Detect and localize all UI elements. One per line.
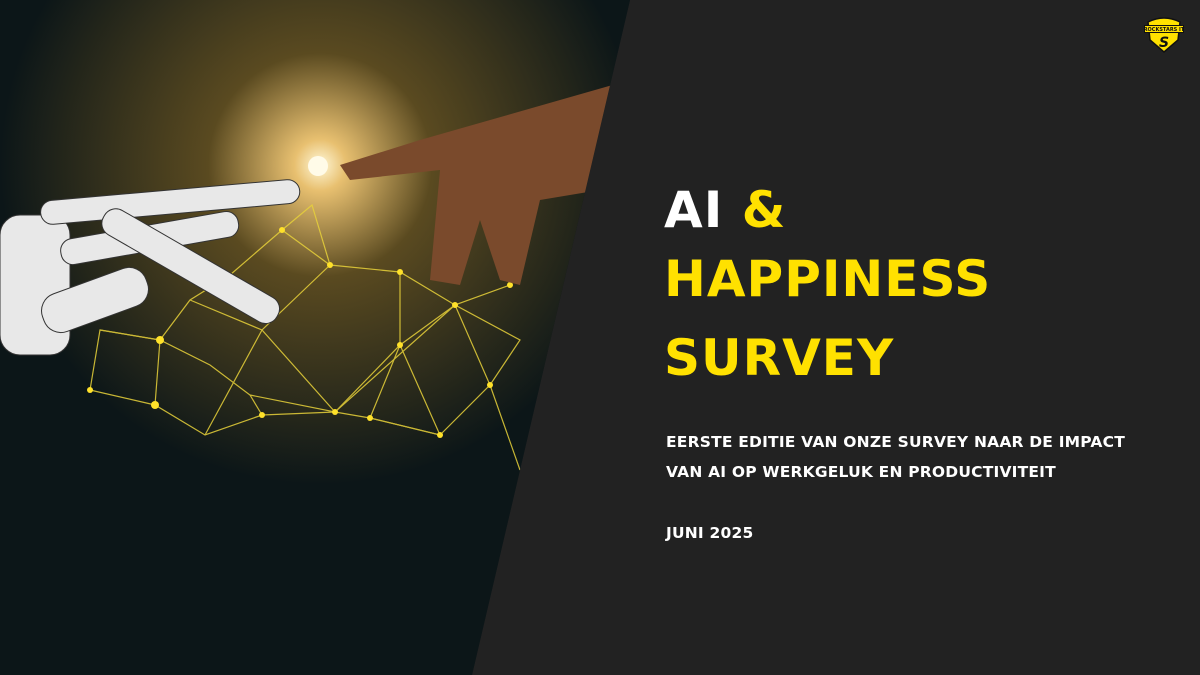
title-line-1: AI & xyxy=(664,185,786,235)
title-ampersand: & xyxy=(741,181,787,239)
title-line-2: HAPPINESS xyxy=(664,250,992,308)
title-ai: AI xyxy=(664,181,724,239)
subtitle-line-2: VAN AI OP WERKGELUK EN PRODUCTIVITEIT xyxy=(666,463,1056,481)
svg-text:ROCKSTARS IT: ROCKSTARS IT xyxy=(1144,27,1185,33)
rockstars-it-logo: ROCKSTARS IT S xyxy=(1144,17,1185,53)
title-line-3: SURVEY xyxy=(664,329,895,387)
subtitle-line-1: EERSTE EDITIE VAN ONZE SURVEY NAAR DE IM… xyxy=(666,433,1125,451)
date: JUNI 2025 xyxy=(666,524,754,542)
svg-text:S: S xyxy=(1159,35,1169,51)
